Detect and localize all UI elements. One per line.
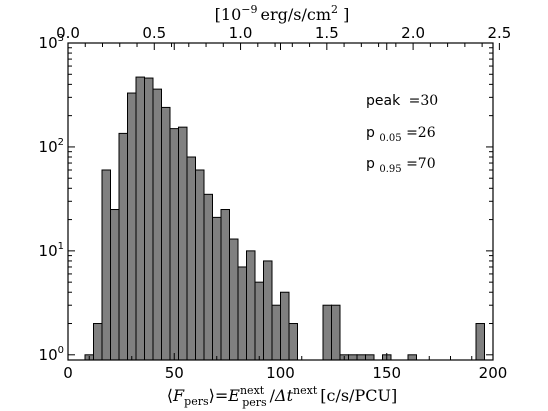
- p95-label: p: [366, 156, 375, 172]
- top-tick-label: 1.5: [315, 24, 339, 42]
- histogram-bar: [407, 354, 417, 361]
- top-title-mid: erg/s/cm: [261, 5, 331, 24]
- x-tick-label: 100: [266, 364, 295, 382]
- histogram-bar: [101, 169, 111, 361]
- bars-layer: [84, 76, 485, 361]
- x-title-e-sub: pers: [242, 396, 267, 409]
- top-tick-label: 1.0: [229, 24, 253, 42]
- histogram-bar: [195, 169, 205, 361]
- x-tick-label: 150: [372, 364, 401, 382]
- peak-label: peak: [366, 93, 401, 109]
- x-title-e: E: [227, 386, 240, 405]
- x-title-dt: Δt: [274, 386, 294, 405]
- x-title-eq: =: [215, 386, 228, 405]
- histogram-bar: [152, 88, 162, 361]
- y-tick-label: 100: [39, 345, 64, 364]
- x-axis-title: ⟨Fpers⟩=Enext pers/Δtnext [c/s/PCU]: [167, 384, 397, 409]
- histogram-bar: [144, 77, 154, 361]
- y-tick-label: 101: [39, 241, 64, 260]
- histogram-bar: [322, 304, 332, 361]
- histogram-bar: [254, 281, 264, 361]
- x-title-dt-sup: next: [293, 384, 318, 397]
- top-title-suffix: ]: [338, 5, 349, 24]
- peak-annotation: peak =30: [366, 93, 438, 109]
- p95-value: =70: [406, 156, 436, 172]
- histogram-bar: [178, 126, 188, 361]
- histogram-bar: [212, 216, 222, 361]
- x-tick-label: 200: [479, 364, 508, 382]
- ticks-layer: 0 50 100 150 200 0.0 0.5 1.0 1.5 2.0 2.5 100 101 102 1…: [39, 24, 512, 382]
- histogram-bar: [203, 193, 213, 361]
- x-title-units: [c/s/PCU]: [320, 386, 397, 405]
- histogram-bar: [263, 260, 273, 361]
- histogram-bar: [348, 354, 358, 361]
- histogram-bar: [186, 156, 196, 361]
- x-title-close-angle: ⟩: [209, 386, 215, 405]
- histogram-bar: [93, 323, 103, 361]
- histogram-bar: [161, 106, 171, 361]
- x-title-f-sub: pers: [184, 395, 209, 408]
- histogram-bar: [110, 209, 120, 361]
- histogram-bar: [135, 76, 145, 361]
- histogram-bar: [220, 209, 230, 361]
- x-tick-label: 50: [165, 364, 184, 382]
- histogram-bar: [271, 304, 281, 361]
- histogram-bar: [169, 128, 179, 361]
- histogram-bar: [127, 92, 137, 361]
- x-title-e-sup: next: [240, 384, 265, 397]
- p95-subscript: 0.95: [379, 164, 401, 175]
- y-tick-label: 103: [39, 33, 64, 52]
- y-tick-label: 102: [39, 137, 64, 156]
- top-tick-label: 2.0: [401, 24, 425, 42]
- peak-value: =30: [409, 93, 439, 109]
- histogram-bar: [365, 354, 375, 361]
- top-title-sq: 2: [331, 3, 338, 16]
- x-tick-label: 0: [63, 364, 73, 382]
- top-tick-label: 0.0: [56, 24, 80, 42]
- histogram-bar: [229, 238, 239, 361]
- histogram-bar: [118, 132, 128, 361]
- p05-value: =26: [406, 125, 436, 141]
- top-title-prefix: [10: [215, 5, 242, 24]
- histogram-bar: [475, 323, 485, 361]
- p05-label: p: [366, 125, 375, 141]
- top-axis-title: [10−9 erg/s/cm2 ]: [215, 3, 350, 24]
- histogram-bar: [288, 323, 298, 361]
- p95-annotation: p 0.95 =70: [366, 156, 436, 176]
- histogram-bar: [246, 250, 256, 361]
- top-tick-label: 0.5: [142, 24, 166, 42]
- x-title-f: F: [172, 386, 185, 405]
- x-title-open-angle: ⟨: [167, 386, 173, 405]
- histogram-bar: [356, 354, 366, 361]
- top-tick-label: 2.5: [487, 24, 511, 42]
- plot-frame: [67, 42, 494, 361]
- x-title-slash: /: [270, 386, 276, 405]
- histogram-bar: [331, 304, 341, 361]
- histogram-bar: [237, 266, 247, 361]
- p05-annotation: p 0.05 =26: [366, 125, 436, 145]
- top-title-exp: −9: [241, 3, 257, 16]
- p05-subscript: 0.05: [379, 133, 401, 144]
- histogram-bar: [280, 291, 290, 361]
